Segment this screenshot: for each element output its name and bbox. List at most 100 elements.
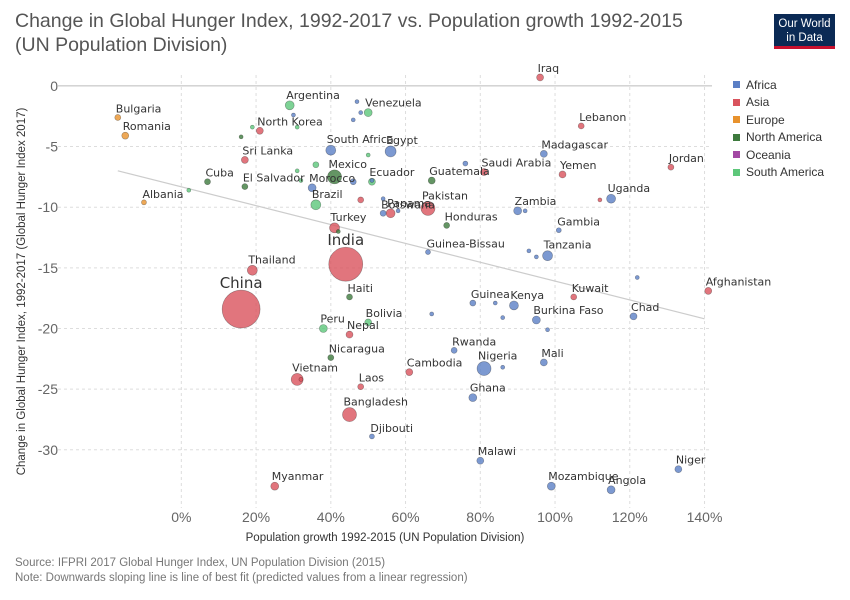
point-sri-lanka[interactable]	[241, 156, 249, 164]
point-jordan[interactable]	[667, 163, 675, 171]
point-south-africa[interactable]	[325, 144, 337, 156]
point-afghanistan[interactable]	[704, 287, 713, 295]
point-unlabeled[interactable]	[500, 365, 506, 370]
point-laos[interactable]	[357, 383, 365, 391]
point-saudi-arabia[interactable]	[480, 168, 488, 176]
point-unlabeled[interactable]	[349, 178, 357, 186]
point-madagascar[interactable]	[540, 150, 548, 158]
point-guinea[interactable]	[469, 299, 477, 307]
point-brazil[interactable]	[310, 199, 322, 211]
point-djibouti[interactable]	[369, 433, 375, 440]
point-nepal[interactable]	[345, 330, 354, 339]
point-yemen[interactable]	[558, 170, 567, 179]
point-romania[interactable]	[121, 131, 130, 140]
point-burkina-faso[interactable]	[532, 315, 541, 325]
y-axis-title: Change in Global Hunger Index, 1992-2017…	[16, 108, 28, 476]
point-unlabeled[interactable]	[291, 112, 296, 118]
point-cuba[interactable]	[204, 178, 211, 186]
point-gambia[interactable]	[555, 227, 562, 234]
point-guinea-bissau[interactable]	[425, 249, 431, 255]
point-morocco[interactable]	[307, 183, 317, 193]
point-malawi[interactable]	[476, 456, 485, 465]
point-india[interactable]	[328, 246, 364, 282]
point-unlabeled[interactable]	[545, 327, 550, 333]
point-unlabeled[interactable]	[526, 248, 532, 254]
point-unlabeled[interactable]	[294, 124, 300, 130]
point-iraq[interactable]	[536, 73, 544, 82]
point-unlabeled[interactable]	[634, 275, 640, 280]
point-unlabeled[interactable]	[312, 161, 320, 169]
point-unlabeled[interactable]	[298, 377, 304, 382]
point-unlabeled[interactable]	[298, 178, 304, 183]
label-cuba: Cuba	[205, 167, 233, 180]
point-haiti[interactable]	[346, 293, 353, 301]
point-unlabeled[interactable]	[335, 229, 341, 234]
point-bangladesh[interactable]	[342, 407, 357, 422]
point-guatemala[interactable]	[427, 176, 436, 185]
point-tanzania[interactable]	[542, 250, 553, 262]
point-niger[interactable]	[674, 465, 683, 473]
point-unlabeled[interactable]	[294, 168, 300, 174]
point-mozambique[interactable]	[547, 481, 556, 491]
label-morocco: Morocco	[309, 172, 355, 185]
label-thailand: Thailand	[247, 253, 295, 266]
point-zambia[interactable]	[513, 206, 522, 216]
point-unlabeled[interactable]	[500, 315, 506, 320]
point-unlabeled[interactable]	[534, 254, 539, 260]
point-albania[interactable]	[141, 199, 147, 206]
point-uganda[interactable]	[606, 193, 616, 204]
point-botswana[interactable]	[379, 209, 387, 217]
point-unlabeled[interactable]	[350, 117, 356, 123]
point-unlabeled[interactable]	[250, 124, 255, 130]
point-kuwait[interactable]	[570, 293, 578, 301]
point-cambodia[interactable]	[405, 368, 414, 376]
point-unlabeled[interactable]	[369, 178, 375, 183]
point-rwanda[interactable]	[450, 347, 458, 354]
point-unlabeled[interactable]	[597, 197, 603, 203]
point-pakistan[interactable]	[420, 201, 436, 216]
point-unlabeled[interactable]	[238, 134, 244, 140]
point-angola[interactable]	[606, 485, 616, 495]
point-el-salvador[interactable]	[241, 183, 249, 190]
legend-item-north-america[interactable]: North America	[733, 129, 824, 147]
point-mexico[interactable]	[327, 169, 342, 185]
legend-item-asia[interactable]: Asia	[733, 94, 824, 112]
point-north-korea[interactable]	[256, 126, 264, 135]
point-argentina[interactable]	[284, 100, 295, 111]
point-bolivia[interactable]	[364, 318, 372, 327]
point-unlabeled[interactable]	[522, 208, 528, 214]
point-unlabeled[interactable]	[492, 300, 498, 306]
legend-item-oceania[interactable]: Oceania	[733, 146, 824, 164]
point-unlabeled[interactable]	[186, 187, 192, 193]
label-nicaragua: Nicaragua	[329, 343, 385, 356]
legend-item-africa[interactable]: Africa	[733, 76, 824, 94]
owid-logo[interactable]: Our World in Data	[774, 14, 835, 49]
point-unlabeled[interactable]	[365, 152, 371, 158]
point-myanmar[interactable]	[270, 481, 280, 491]
point-vietnam[interactable]	[290, 373, 304, 386]
legend-item-europe[interactable]: Europe	[733, 111, 824, 129]
point-mali[interactable]	[540, 358, 548, 367]
point-unlabeled[interactable]	[358, 110, 364, 115]
point-peru[interactable]	[319, 324, 328, 333]
point-unlabeled[interactable]	[357, 196, 365, 204]
point-venezuela[interactable]	[363, 108, 373, 117]
point-bulgaria[interactable]	[114, 114, 122, 121]
point-chad[interactable]	[629, 312, 638, 321]
point-unlabeled[interactable]	[354, 99, 360, 104]
point-unlabeled[interactable]	[462, 160, 469, 167]
point-lebanon[interactable]	[577, 122, 585, 130]
point-ghana[interactable]	[468, 393, 478, 402]
point-nicaragua[interactable]	[327, 354, 335, 361]
legend-item-south-america[interactable]: South America	[733, 164, 824, 182]
point-thailand[interactable]	[247, 264, 258, 276]
point-unlabeled[interactable]	[429, 311, 435, 317]
point-nigeria[interactable]	[476, 361, 492, 376]
point-kenya[interactable]	[509, 300, 519, 311]
label-kuwait: Kuwait	[572, 282, 609, 295]
point-honduras[interactable]	[443, 222, 450, 229]
point-china[interactable]	[221, 289, 261, 329]
point-unlabeled[interactable]	[395, 208, 401, 214]
point-unlabeled[interactable]	[380, 196, 386, 202]
point-egypt[interactable]	[384, 145, 397, 158]
